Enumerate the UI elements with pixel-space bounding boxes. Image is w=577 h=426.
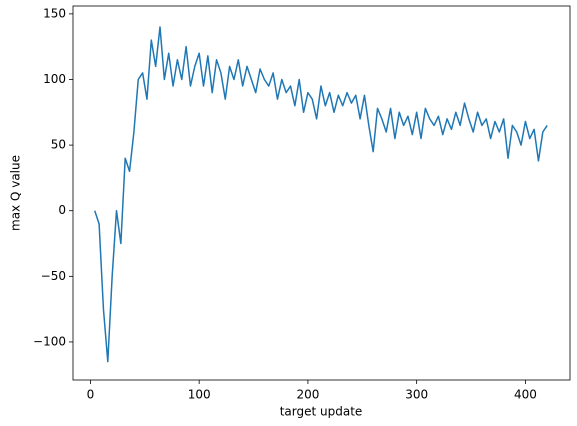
x-tick-label: 100 — [188, 388, 211, 402]
y-tick-label: 50 — [51, 138, 66, 152]
axes-frame — [72, 5, 571, 381]
y-tick-label: 0 — [58, 203, 66, 217]
x-tick-label: 400 — [514, 388, 537, 402]
x-tick-label: 300 — [405, 388, 428, 402]
y-tick-label: 150 — [43, 6, 66, 20]
y-axis-label: max Q value — [9, 155, 23, 231]
y-tick-label: −50 — [41, 269, 66, 283]
data-line — [94, 26, 548, 363]
y-tick-label: −100 — [33, 334, 66, 348]
x-tick-label: 0 — [87, 388, 95, 402]
x-tick-label: 200 — [296, 388, 319, 402]
y-tick-label: 100 — [43, 72, 66, 86]
x-axis-label: target update — [280, 405, 363, 419]
